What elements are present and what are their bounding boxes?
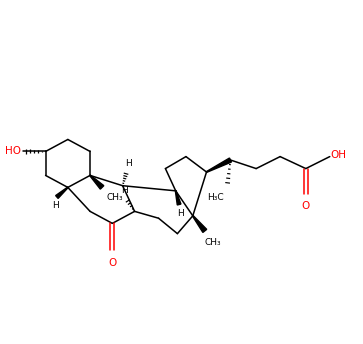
Text: H: H <box>121 186 128 195</box>
Text: H: H <box>125 159 132 168</box>
Text: CH₃: CH₃ <box>205 238 221 247</box>
Text: H₃C: H₃C <box>207 193 224 202</box>
Text: H: H <box>178 209 184 218</box>
Text: OH: OH <box>331 150 347 160</box>
Polygon shape <box>56 187 68 198</box>
Polygon shape <box>206 158 232 172</box>
Text: O: O <box>302 201 310 211</box>
Text: O: O <box>108 258 117 268</box>
Polygon shape <box>90 175 104 189</box>
Text: CH₃: CH₃ <box>106 193 123 202</box>
Polygon shape <box>175 191 181 205</box>
Text: HO: HO <box>5 147 21 157</box>
Polygon shape <box>192 216 207 233</box>
Text: H: H <box>52 201 58 210</box>
